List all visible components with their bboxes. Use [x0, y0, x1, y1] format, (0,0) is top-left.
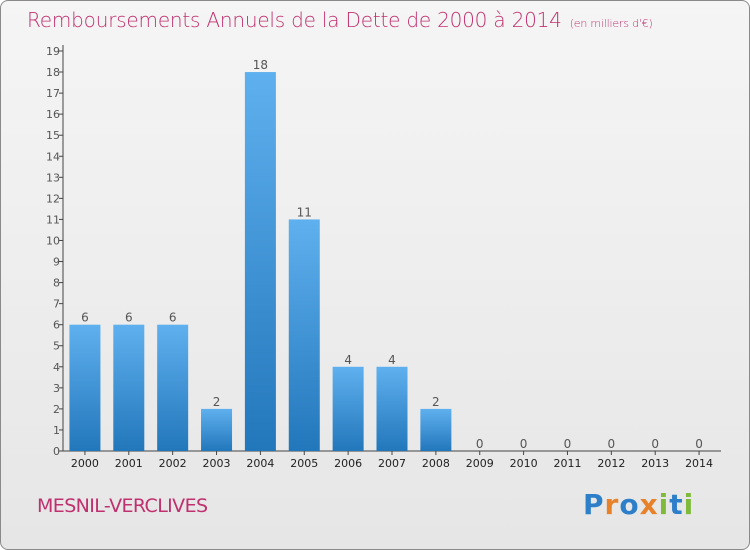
y-tick-label: 18 [46, 66, 60, 79]
bar [113, 324, 145, 451]
x-tick-label: 2006 [334, 457, 362, 470]
chart-title: Remboursements Annuels de la Dette de 20… [27, 8, 653, 32]
logo-letter: i [658, 488, 670, 521]
x-tick-label: 2002 [159, 457, 187, 470]
x-axis: 2000 2001 2002 2003 2004 2005 2006 2007 2008 2009… [63, 450, 721, 470]
logo-letter: r [604, 488, 620, 521]
data-label: 0 [564, 437, 572, 451]
data-labels: 6 6 6 2 18 11 4 4 2 0 0 0 0 0 0 [81, 58, 703, 451]
bar [376, 366, 408, 451]
data-label: 0 [520, 437, 528, 451]
x-tick-label: 2008 [422, 457, 450, 470]
data-label: 0 [695, 437, 703, 451]
y-tick-label: 0 [53, 445, 60, 458]
x-tick-label: 2010 [510, 457, 538, 470]
bar [288, 219, 320, 451]
x-tick-label: 2003 [203, 457, 231, 470]
x-tick-label: 2011 [553, 457, 581, 470]
y-tick-label: 16 [46, 108, 60, 121]
bar [157, 324, 189, 451]
x-tick-label: 2004 [246, 457, 274, 470]
commune-name: MESNIL-VERCLIVES [37, 495, 208, 517]
data-label: 18 [253, 58, 268, 72]
y-tick-label: 11 [46, 213, 60, 226]
data-label: 0 [608, 437, 616, 451]
y-tick-label: 19 [46, 45, 60, 58]
x-tick-label: 2009 [466, 457, 494, 470]
y-tick-label: 6 [53, 319, 60, 332]
bar [332, 366, 364, 451]
x-tick-label: 2005 [290, 457, 318, 470]
x-tick-label: 2007 [378, 457, 406, 470]
y-tick-label: 5 [53, 340, 60, 353]
data-label: 4 [388, 353, 396, 367]
y-tick-label: 14 [46, 150, 60, 163]
y-tick-label: 2 [53, 403, 60, 416]
data-label: 4 [344, 353, 352, 367]
y-tick-label: 8 [53, 277, 60, 290]
y-tick-label: 3 [53, 382, 60, 395]
x-tick-label: 2012 [597, 457, 625, 470]
data-label: 6 [169, 311, 177, 325]
logo-letter: i [683, 488, 695, 521]
data-label: 2 [432, 395, 440, 409]
data-label: 11 [297, 205, 312, 219]
bars [69, 72, 452, 451]
logo-letter: o [619, 488, 640, 521]
logo-letter: x [639, 488, 659, 521]
unit-note: (en milliers d'€) [569, 17, 653, 30]
bar [244, 72, 276, 451]
x-tick-label: 2000 [71, 457, 99, 470]
y-tick-label: 10 [46, 234, 60, 247]
data-label: 0 [476, 437, 484, 451]
y-tick-label: 4 [53, 361, 60, 374]
y-tick-label: 1 [53, 424, 60, 437]
y-tick-label: 15 [46, 129, 60, 142]
bar [420, 408, 452, 451]
x-tick-label: 2014 [685, 457, 713, 470]
data-label: 2 [213, 395, 221, 409]
x-tick-label: 2013 [641, 457, 669, 470]
data-label: 0 [651, 437, 659, 451]
logo-letter: t [669, 488, 684, 521]
logo-letter: P [583, 488, 605, 521]
x-tick-label: 2001 [115, 457, 143, 470]
y-tick-label: 7 [53, 298, 60, 311]
data-label: 6 [81, 311, 89, 325]
y-tick-label: 12 [46, 192, 60, 205]
bar [69, 324, 101, 451]
data-label: 6 [125, 311, 133, 325]
y-tick-label: 13 [46, 171, 60, 184]
bar [201, 408, 233, 451]
y-tick-label: 17 [46, 87, 60, 100]
y-tick-label: 9 [53, 256, 60, 269]
chart-title-text: Remboursements Annuels de la Dette de 20… [27, 8, 562, 32]
proxiti-logo: Proxiti [583, 488, 694, 521]
